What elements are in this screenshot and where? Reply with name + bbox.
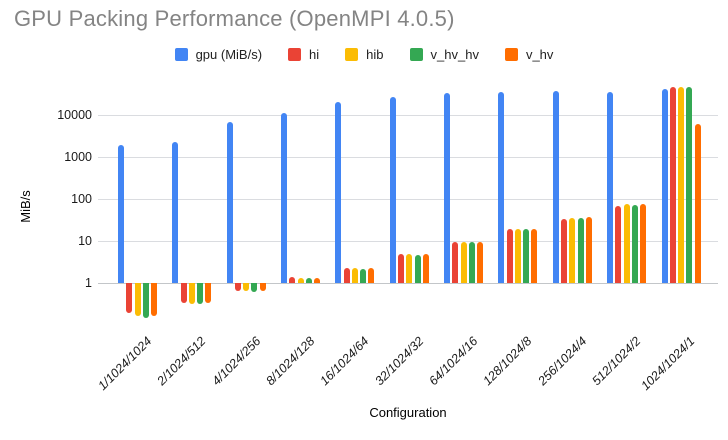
chart-title: GPU Packing Performance (OpenMPI 4.0.5) bbox=[14, 6, 455, 31]
legend-item-v_hv_hv: v_hv_hv bbox=[409, 47, 479, 62]
bar-hi-32/1024/32[interactable] bbox=[398, 254, 404, 283]
bar-v_hv-1024/1024/1[interactable] bbox=[694, 124, 701, 283]
bar-hib-64/1024/16[interactable] bbox=[460, 241, 467, 283]
gridline-1 bbox=[98, 283, 718, 284]
legend-item-gpu (MiB/s): gpu (MiB/s) bbox=[174, 47, 263, 62]
bar-hib-256/1024/4[interactable] bbox=[569, 217, 576, 283]
bar-gpu (MiB/s)-4/1024/256[interactable] bbox=[226, 121, 233, 283]
gridline-1000 bbox=[98, 157, 718, 158]
bar-hib-32/1024/32[interactable] bbox=[406, 254, 413, 283]
bar-v_hv_hv-512/1024/2[interactable] bbox=[631, 204, 638, 283]
bar-v_hv-64/1024/16[interactable] bbox=[477, 241, 484, 283]
bar-hib-2/1024/512[interactable] bbox=[188, 283, 195, 304]
legend-item-hib: hib bbox=[345, 47, 384, 62]
y-tick-label: 1 bbox=[85, 276, 92, 290]
bar-hi-1/1024/1024[interactable] bbox=[126, 283, 133, 314]
legend-label: gpu (MiB/s) bbox=[195, 47, 263, 62]
bar-v_hv_hv-1024/1024/1[interactable] bbox=[686, 86, 693, 283]
y-tick-label: 10 bbox=[78, 234, 92, 248]
bar-hib-4/1024/256[interactable] bbox=[243, 283, 250, 292]
bar-v_hv_hv-128/1024/8[interactable] bbox=[523, 229, 530, 283]
bar-v_hv-2/1024/512[interactable] bbox=[205, 283, 212, 304]
bar-hi-2/1024/512[interactable] bbox=[180, 283, 187, 304]
bar-hi-4/1024/256[interactable] bbox=[234, 283, 241, 291]
bar-v_hv-32/1024/32[interactable] bbox=[422, 254, 429, 283]
bar-v_hv_hv-1/1024/1024[interactable] bbox=[142, 283, 149, 318]
bar-v_hv-512/1024/2[interactable] bbox=[640, 204, 647, 283]
bar-hib-512/1024/2[interactable] bbox=[623, 203, 630, 283]
bar-v_hv-4/1024/256[interactable] bbox=[259, 283, 266, 292]
bar-v_hv_hv-32/1024/32[interactable] bbox=[414, 254, 421, 283]
legend-swatch-icon bbox=[504, 48, 518, 61]
x-tick-label: 256/1024/4 bbox=[535, 334, 590, 389]
bar-gpu (MiB/s)-16/1024/64[interactable] bbox=[335, 102, 342, 283]
x-axis-title: Configuration bbox=[369, 405, 447, 420]
bar-gpu (MiB/s)-128/1024/8[interactable] bbox=[498, 92, 505, 283]
bar-hib-1024/1024/1[interactable] bbox=[678, 87, 684, 283]
legend-label: hi bbox=[309, 47, 320, 62]
bar-hi-512/1024/2[interactable] bbox=[615, 206, 622, 283]
bar-gpu (MiB/s)-256/1024/4[interactable] bbox=[552, 91, 559, 283]
gridline-10000 bbox=[98, 115, 718, 116]
x-tick-label: 128/1024/8 bbox=[480, 334, 535, 389]
bar-hi-8/1024/128[interactable] bbox=[289, 276, 296, 283]
gridline-10 bbox=[98, 241, 718, 242]
bar-hi-16/1024/64[interactable] bbox=[343, 267, 350, 283]
bar-v_hv_hv-8/1024/128[interactable] bbox=[305, 278, 312, 283]
bar-hib-1/1024/1024[interactable] bbox=[134, 283, 141, 317]
gridline-100 bbox=[98, 199, 718, 200]
x-tick-label: 1024/1024/1 bbox=[638, 334, 698, 394]
x-tick-label: 512/1024/2 bbox=[589, 334, 644, 389]
bar-gpu (MiB/s)-64/1024/16[interactable] bbox=[444, 93, 451, 283]
legend-item-hi: hi bbox=[288, 47, 319, 62]
y-axis-title: MiB/s bbox=[17, 190, 33, 223]
bar-hib-16/1024/64[interactable] bbox=[351, 268, 358, 283]
x-tick-label: 1/1024/1024 bbox=[95, 334, 155, 394]
x-tick-label: 8/1024/128 bbox=[263, 334, 318, 389]
legend-item-v_hv: v_hv bbox=[504, 47, 554, 62]
bar-gpu (MiB/s)-32/1024/32[interactable] bbox=[389, 96, 396, 283]
bar-gpu (MiB/s)-2/1024/512[interactable] bbox=[172, 141, 179, 283]
legend-swatch-icon bbox=[409, 48, 423, 61]
legend-swatch-icon bbox=[345, 48, 359, 61]
bar-hi-256/1024/4[interactable] bbox=[561, 219, 568, 283]
bar-gpu (MiB/s)-1/1024/1024[interactable] bbox=[118, 145, 124, 283]
bar-v_hv-16/1024/64[interactable] bbox=[368, 267, 375, 283]
bar-v_hv_hv-4/1024/256[interactable] bbox=[251, 283, 258, 292]
x-tick-label: 64/1024/16 bbox=[426, 334, 481, 389]
x-tick-label: 4/1024/256 bbox=[208, 334, 264, 389]
x-tick-label: 2/1024/512 bbox=[154, 334, 209, 389]
bar-v_hv-1/1024/1024[interactable] bbox=[151, 283, 157, 317]
bar-hi-1024/1024/1[interactable] bbox=[669, 87, 676, 283]
x-tick-label: 32/1024/32 bbox=[372, 334, 427, 389]
bar-v_hv-8/1024/128[interactable] bbox=[314, 277, 321, 283]
bar-gpu (MiB/s)-8/1024/128[interactable] bbox=[281, 113, 288, 283]
bar-v_hv_hv-64/1024/16[interactable] bbox=[468, 242, 475, 283]
bar-v_hv_hv-256/1024/4[interactable] bbox=[577, 217, 584, 283]
legend-label: v_hv bbox=[525, 47, 554, 62]
legend-swatch-icon bbox=[174, 48, 188, 61]
legend-swatch-icon bbox=[288, 48, 302, 61]
bar-v_hv_hv-2/1024/512[interactable] bbox=[197, 283, 204, 305]
y-tick-label: 1000 bbox=[64, 150, 92, 164]
bar-v_hv-256/1024/4[interactable] bbox=[585, 217, 592, 283]
bar-hib-8/1024/128[interactable] bbox=[297, 277, 304, 283]
bar-gpu (MiB/s)-512/1024/2[interactable] bbox=[607, 91, 614, 283]
bar-hi-64/1024/16[interactable] bbox=[452, 241, 459, 283]
legend-label: v_hv_hv bbox=[430, 47, 479, 62]
bar-v_hv-128/1024/8[interactable] bbox=[531, 229, 538, 283]
x-tick-label: 16/1024/64 bbox=[317, 334, 372, 389]
legend: gpu (MiB/s) hi hib v_hv_hv v_hv bbox=[0, 47, 728, 62]
bar-hi-128/1024/8[interactable] bbox=[506, 229, 513, 283]
legend-label: hib bbox=[366, 47, 384, 62]
y-tick-label: 10000 bbox=[57, 108, 92, 122]
bar-v_hv_hv-16/1024/64[interactable] bbox=[360, 268, 367, 283]
y-tick-label: 100 bbox=[71, 192, 92, 206]
bar-hib-128/1024/8[interactable] bbox=[514, 229, 521, 283]
bar-gpu (MiB/s)-1024/1024/1[interactable] bbox=[661, 88, 668, 283]
